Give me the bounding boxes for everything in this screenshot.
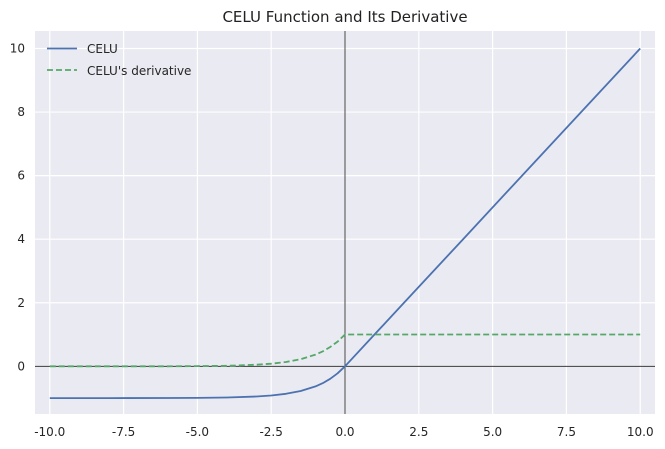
series-line-celu-derivative <box>49 333 641 368</box>
x-tick-label: -10.0 <box>34 425 65 439</box>
y-tick-label: 0 <box>17 359 25 373</box>
y-tick-label: 2 <box>17 296 25 310</box>
x-tick-label: 0.0 <box>335 425 354 439</box>
legend: CELU CELU's derivative <box>47 42 191 78</box>
series-group <box>49 47 641 400</box>
x-tick-label: -5.0 <box>186 425 209 439</box>
y-tick-label: 4 <box>17 232 25 246</box>
x-tick-label: 10.0 <box>627 425 654 439</box>
chart-title: CELU Function and Its Derivative <box>222 8 467 26</box>
y-tick-label: 10 <box>10 41 25 55</box>
legend-label-derivative: CELU's derivative <box>87 64 191 78</box>
x-tick-label: 5.0 <box>483 425 502 439</box>
x-tick-label: -7.5 <box>112 425 135 439</box>
tick-labels: -10.0 -7.5 -5.0 -2.5 0.0 2.5 5.0 7.5 10.0 0 2 4 6 8 10 <box>10 41 654 439</box>
legend-label-celu: CELU <box>87 42 118 56</box>
y-tick-label: 8 <box>17 105 25 119</box>
series-line-celu <box>49 47 641 400</box>
x-tick-label: -2.5 <box>259 425 282 439</box>
x-tick-label: 7.5 <box>557 425 576 439</box>
x-tick-label: 2.5 <box>409 425 428 439</box>
y-tick-label: 6 <box>17 169 25 183</box>
